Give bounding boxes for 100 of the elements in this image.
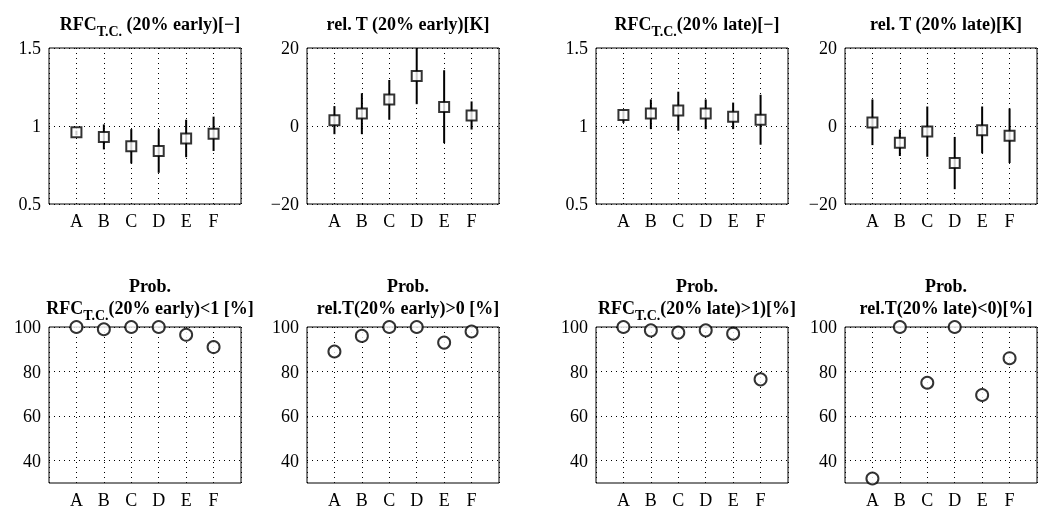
x-tick-label: C (125, 211, 138, 231)
x-tick-label: D (699, 490, 713, 510)
y-tick-label: 1.5 (565, 38, 588, 58)
point (125, 140, 138, 153)
x-tick-label: D (152, 490, 166, 510)
point (355, 107, 368, 120)
x-tick-label: B (97, 490, 110, 510)
y-tick-label: 60 (281, 406, 299, 427)
point (354, 328, 369, 343)
x-tick-label: F (1004, 211, 1015, 231)
point (207, 127, 220, 140)
point (180, 132, 193, 145)
y-tick-label: 0 (828, 116, 837, 136)
y-tick-label: 20 (281, 38, 299, 58)
point (699, 107, 712, 120)
point (866, 116, 879, 129)
chart-title: Prob. rel.T(20% early)>0 [%] (316, 276, 500, 319)
y-tick-label: 100 (810, 317, 837, 337)
point (947, 320, 962, 334)
point (96, 322, 111, 337)
point (616, 320, 631, 334)
chart-title: Prob. rel.T(20% late)<0)[%] (859, 276, 1033, 319)
y-tick-label: 60 (570, 406, 588, 427)
x-tick-label: E (727, 490, 739, 510)
point (438, 100, 451, 113)
x-tick-label: D (410, 211, 424, 231)
y-tick-label: 100 (272, 317, 299, 337)
chart-title: rel. T (20% early)[K] (326, 14, 490, 35)
point (465, 109, 478, 122)
point (1003, 129, 1016, 142)
point (179, 327, 194, 342)
point (437, 335, 452, 350)
x-tick-label: A (616, 490, 630, 510)
x-tick-label: A (616, 211, 630, 231)
x-tick-label: D (948, 211, 962, 231)
point (727, 110, 740, 123)
y-tick-label: 100 (14, 317, 41, 337)
x-tick-label: B (355, 211, 368, 231)
x-tick-label: D (410, 490, 424, 510)
point (152, 144, 165, 157)
point (865, 471, 880, 486)
x-tick-label: A (865, 211, 879, 231)
x-tick-label: F (755, 490, 766, 510)
point (410, 70, 423, 83)
x-tick-label: F (755, 211, 766, 231)
point (327, 344, 342, 359)
point (892, 320, 907, 334)
point (644, 107, 657, 120)
y-tick-label: 40 (819, 450, 837, 471)
point (921, 125, 934, 138)
y-tick-label: 80 (281, 361, 299, 382)
x-tick-label: A (865, 490, 879, 510)
point (1002, 351, 1017, 366)
y-tick-label: 1 (32, 116, 41, 136)
x-tick-label: D (152, 211, 166, 231)
x-tick-label: D (699, 211, 713, 231)
point (464, 324, 479, 339)
point (754, 113, 767, 126)
point (383, 93, 396, 106)
y-tick-label: 1.5 (18, 38, 41, 58)
y-tick-label: 0.5 (18, 194, 41, 214)
x-tick-label: E (976, 490, 988, 510)
y-tick-label: 40 (23, 450, 41, 471)
y-tick-label: 100 (561, 317, 588, 337)
point (948, 157, 961, 170)
point (617, 109, 630, 122)
point (97, 130, 110, 143)
x-tick-label: F (1004, 490, 1015, 510)
point (382, 320, 397, 334)
point (643, 323, 658, 338)
x-tick-label: E (180, 211, 192, 231)
y-tick-label: 60 (23, 406, 41, 427)
x-tick-label: C (672, 211, 685, 231)
x-tick-label: A (327, 490, 341, 510)
x-tick-label: B (893, 490, 906, 510)
x-tick-label: E (180, 490, 192, 510)
x-tick-label: C (921, 490, 934, 510)
x-tick-label: C (383, 490, 396, 510)
x-tick-label: B (355, 490, 368, 510)
x-tick-label: E (438, 490, 450, 510)
point (70, 126, 83, 139)
point (671, 325, 686, 340)
point (975, 387, 990, 402)
x-tick-label: E (727, 211, 739, 231)
chart-title: rel. T (20% late)[K] (870, 14, 1022, 35)
x-tick-label: F (466, 211, 477, 231)
y-tick-label: 0 (290, 116, 299, 136)
x-tick-label: C (672, 490, 685, 510)
point (893, 136, 906, 149)
x-tick-label: F (208, 211, 219, 231)
x-tick-label: B (893, 211, 906, 231)
y-tick-label: 1 (579, 116, 588, 136)
point (151, 320, 166, 334)
point (409, 320, 424, 334)
point (672, 104, 685, 117)
x-tick-label: B (644, 490, 657, 510)
point (726, 326, 741, 341)
point (753, 372, 768, 387)
x-tick-label: C (383, 211, 396, 231)
y-tick-label: 40 (570, 450, 588, 471)
